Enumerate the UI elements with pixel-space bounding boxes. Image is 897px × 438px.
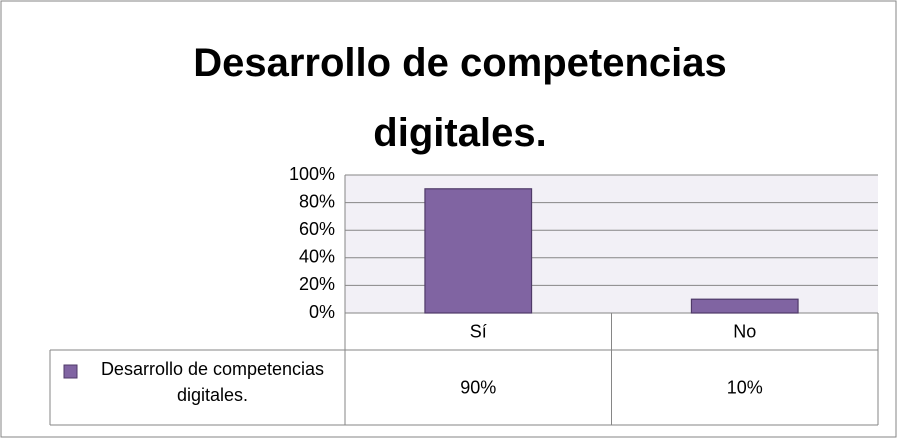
data-table-value: 90% <box>460 377 496 397</box>
x-tick-label: Sí <box>470 321 487 341</box>
y-tick-label: 0% <box>309 302 335 322</box>
bar <box>424 188 533 314</box>
bar <box>690 298 799 314</box>
legend-key <box>63 364 78 379</box>
y-tick-label: 60% <box>299 219 335 239</box>
data-table-value: 10% <box>727 377 763 397</box>
y-tick-label: 100% <box>289 164 335 184</box>
y-tick-label: 20% <box>299 274 335 294</box>
y-tick-label: 40% <box>299 247 335 267</box>
y-tick-label: 80% <box>299 191 335 211</box>
chart-title: Desarrollo de competencias digitales. <box>193 41 727 155</box>
legend-label: Desarrollo de competencias digitales. <box>100 359 325 405</box>
x-tick-label: No <box>733 321 756 341</box>
